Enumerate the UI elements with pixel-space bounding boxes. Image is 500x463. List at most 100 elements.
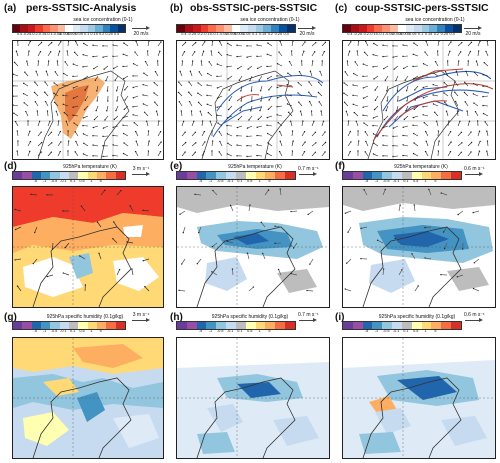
- wind-vector-head: [444, 70, 447, 73]
- wind-vector-head: [237, 67, 239, 70]
- wind-vector: [157, 121, 160, 127]
- wind-vector: [457, 121, 461, 127]
- wind-vector-head: [287, 111, 290, 114]
- wind-vector: [93, 144, 99, 147]
- wind-vector-head: [308, 81, 310, 83]
- wind-vector: [477, 141, 481, 147]
- wind-vector-head: [216, 97, 219, 99]
- wind-vector: [210, 51, 213, 57]
- wind-vector-head: [123, 77, 125, 80]
- wind-vector-head: [133, 121, 135, 124]
- wind-vector: [217, 105, 223, 108]
- panel-label-i: (i): [335, 312, 345, 323]
- colorbar-swatch: [441, 172, 452, 179]
- colorbar-tick-label: 1: [258, 179, 261, 183]
- wind-vector-head: [433, 111, 436, 114]
- wind-vector-head: [102, 135, 104, 138]
- wind-vector-head: [424, 257, 426, 259]
- colorbar-swatch: [40, 172, 51, 179]
- wind-vector-head: [266, 152, 269, 155]
- wind-vector: [445, 71, 449, 77]
- wind-vector-head: [432, 83, 434, 86]
- wind-vector: [218, 151, 223, 157]
- wind-vector: [57, 41, 62, 47]
- wind-vector-head: [324, 131, 326, 133]
- wind-vector: [123, 75, 129, 79]
- wind-vector: [74, 52, 79, 57]
- wind-vector: [46, 71, 49, 77]
- wind-vector: [191, 142, 197, 147]
- colorbar-tick-label: 5: [99, 329, 102, 333]
- wind-vector: [486, 131, 489, 137]
- wind-vector-head: [448, 120, 450, 122]
- wind-vector-head: [373, 42, 375, 45]
- colorbar-tick-label: 0.1: [403, 329, 409, 333]
- wind-vector-head: [309, 70, 312, 72]
- wind-vector: [237, 44, 243, 47]
- wind-vector-head: [240, 100, 242, 102]
- wind-vector-head: [50, 41, 53, 44]
- ice-decrease-contour: [236, 84, 294, 102]
- wind-vector-head: [450, 41, 452, 43]
- wind-vector-head: [472, 211, 474, 214]
- wind-vector-head: [112, 154, 114, 157]
- temperature-colorbar: [176, 171, 296, 180]
- wind-vector-head: [346, 60, 349, 62]
- wind-vector: [275, 225, 282, 228]
- wind-vector-head: [113, 221, 115, 223]
- wind-vector-head: [27, 120, 29, 122]
- wind-vector: [181, 131, 186, 137]
- wind-vector: [257, 44, 263, 47]
- coastline: [367, 70, 460, 159]
- wind-vector-head: [144, 285, 146, 288]
- reference-vector-i: 0.6 m s⁻¹: [464, 312, 485, 323]
- wind-vector: [414, 85, 419, 91]
- wind-vector-head: [54, 71, 56, 73]
- wind-vector-head: [304, 41, 306, 43]
- wind-vector-head: [274, 225, 276, 227]
- wind-vector: [423, 95, 429, 99]
- wind-vector-head: [184, 151, 186, 153]
- panel-label-f: (f): [335, 161, 345, 172]
- wind-vector-head: [83, 78, 85, 80]
- wind-vector-head: [485, 50, 487, 53]
- wind-vector: [267, 115, 273, 118]
- wind-vector: [355, 121, 359, 127]
- wind-vector-head: [16, 285, 19, 287]
- colorbar-tick-label: -0.005: [58, 32, 70, 36]
- wind-vector-head: [251, 100, 253, 102]
- wind-vector-head: [386, 100, 388, 102]
- wind-vector: [476, 61, 479, 67]
- wind-vector: [211, 141, 214, 147]
- wind-vector-head: [50, 131, 53, 133]
- colorbar-swatch: [22, 172, 32, 179]
- coastline: [32, 226, 132, 307]
- wind-vector-head: [290, 50, 293, 52]
- wind-vector: [14, 62, 19, 67]
- temperature-anomaly-map: [13, 187, 163, 307]
- wind-vector: [34, 226, 38, 233]
- wind-vector: [423, 105, 429, 108]
- wind-vector: [227, 65, 233, 68]
- wind-vector: [363, 122, 369, 127]
- colorbar-tick-label: -0.05: [218, 32, 228, 36]
- wind-vector: [47, 110, 49, 117]
- wind-vector: [437, 41, 440, 47]
- wind-vector-head: [268, 89, 270, 91]
- wind-vector: [301, 151, 305, 157]
- wind-vector-head: [189, 70, 192, 72]
- wind-vector: [318, 101, 323, 107]
- wind-vector: [237, 125, 243, 128]
- wind-vector-head: [57, 120, 60, 122]
- wind-vector-head: [158, 120, 160, 122]
- wind-vector-head: [240, 90, 242, 92]
- wind-vector-head: [218, 151, 220, 153]
- wind-vector-head: [267, 142, 269, 144]
- wind-vector: [258, 115, 263, 120]
- wind-vector: [308, 92, 313, 97]
- colorbar-tick-label: -0.1: [212, 32, 219, 36]
- wind-vector-head: [199, 110, 201, 112]
- wind-vector: [15, 209, 22, 212]
- wind-vector: [383, 65, 389, 69]
- wind-vector-head: [287, 72, 289, 74]
